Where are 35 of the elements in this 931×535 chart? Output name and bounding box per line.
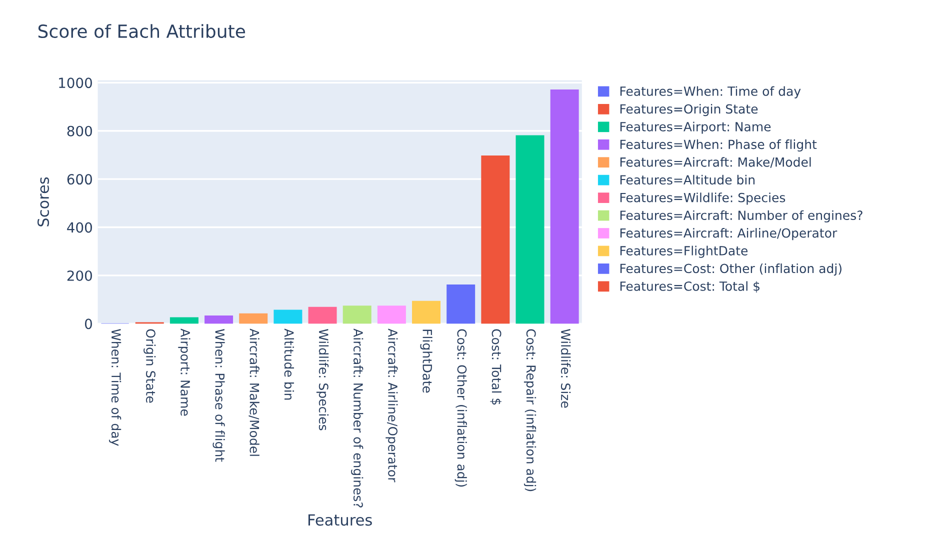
x-tick-label: Aircraft: Make/Model [248,328,260,456]
y-axis-title: Scores [37,177,50,226]
legend-label: Features=Airport: Name [620,122,771,134]
legend-label: Features=Origin State [620,104,758,116]
x-tick-label: Wildlife: Species [316,328,329,430]
y-tick-label: 1000 [59,78,92,88]
x-tick-label: Airport: Name [178,328,190,416]
y-tick-label: 0 [84,318,92,330]
legend-label: Features=Aircraft: Airline/Operator [620,228,838,240]
x-tick-label: FlightDate [420,330,432,393]
x-tick-label: Aircraft: Airline/Operator [386,328,398,482]
legend-label: Features=Altitude bin [620,174,755,185]
legend-label: Features=Aircraft: Make/Model [620,157,811,168]
x-tick-label: Cost: Other (inflation adj) [454,329,467,487]
x-tick-label: Wildlife: Size [560,328,571,408]
y-tick-label: 800 [67,126,92,136]
y-tick-label: 200 [67,270,92,281]
legend-label: Features=Aircraft: Number of engines? [620,210,862,222]
legend-label: Features=When: Time of day [620,86,801,98]
legend-label: Features=Wildlife: Species [620,192,786,205]
x-tick-label: Cost: Repair (inflation adj) [524,329,536,492]
legend-label: Features=FlightDate [620,246,748,258]
x-tick-label: When: Phase of flight [212,328,225,462]
x-axis-title: Features [308,514,372,526]
legend-label: Features=When: Phase of flight [620,139,817,152]
legend-label: Features=Cost: Total $ [620,281,760,293]
y-tick-label: 400 [67,222,92,233]
x-tick-label: Altitude bin [284,328,294,400]
y-tick-label: 600 [67,174,92,185]
x-tick-label: When: Time of day [108,328,122,446]
chart-title: Score of Each Attribute [38,24,246,38]
x-tick-label: Origin State [144,329,156,403]
legend-label: Features=Cost: Other (inflation adj) [620,264,842,276]
x-tick-label: Cost: Total $ [490,329,502,405]
x-tick-label: Aircraft: Number of engines? [351,328,364,508]
